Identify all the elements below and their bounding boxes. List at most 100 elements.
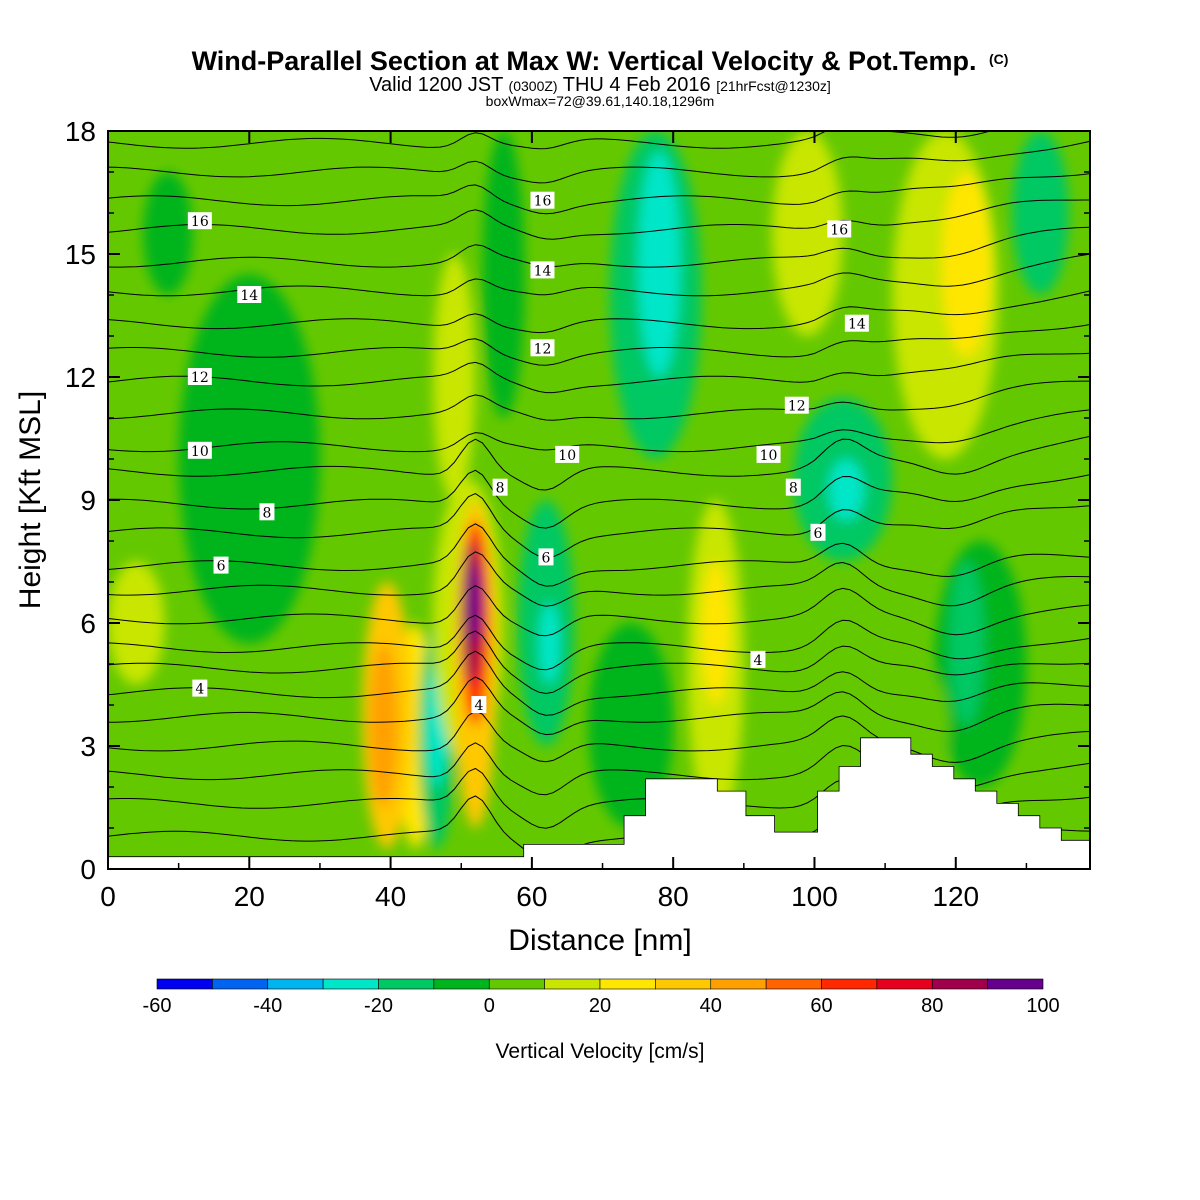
theta-contour xyxy=(108,551,1090,607)
contour-label: 6 xyxy=(810,523,826,542)
chart-subtitle-2: boxWmax=72@39.61,140.18,1296m xyxy=(486,93,715,109)
contour-label-text: 14 xyxy=(848,317,866,333)
x-axis-label: Distance [nm] xyxy=(508,924,691,957)
theta-contour xyxy=(108,140,1090,184)
contour-label: 10 xyxy=(756,445,781,464)
contour-label: 4 xyxy=(192,679,208,698)
contour-label-text: 10 xyxy=(191,444,209,460)
w-cell xyxy=(482,131,525,418)
w-cell xyxy=(369,643,398,808)
contour-label-text: 6 xyxy=(542,550,551,566)
contour-label-text: 6 xyxy=(217,559,226,575)
y-tick-label: 12 xyxy=(65,362,96,393)
contour-label-box xyxy=(187,212,212,230)
x-tick-label: 20 xyxy=(234,881,265,912)
theta-contour xyxy=(108,409,1090,453)
contour-label: 16 xyxy=(187,212,212,230)
contour-label: 4 xyxy=(750,650,766,669)
contour-label-box xyxy=(827,220,852,238)
contour-label-text: 8 xyxy=(789,481,798,497)
contour-label-text: 8 xyxy=(496,481,505,497)
w-cell xyxy=(108,561,165,685)
theta-contour xyxy=(108,523,1090,587)
w-cell xyxy=(143,172,193,295)
contour-label-text: 10 xyxy=(558,448,576,464)
theta-contour xyxy=(108,352,1090,394)
colorbar-swatch xyxy=(212,978,269,990)
chart-title: Wind-Parallel Section at Max W: Vertical… xyxy=(192,46,1009,76)
contour-label-box xyxy=(259,503,275,521)
w-cell xyxy=(637,151,681,377)
contour-label-text: 4 xyxy=(195,682,204,698)
terrain-mask xyxy=(108,737,1090,869)
colorbar-tick-label: 100 xyxy=(1026,995,1059,1017)
contour-label: 14 xyxy=(530,261,555,279)
theta-contour xyxy=(108,173,1090,215)
contour-label: 16 xyxy=(827,220,852,238)
contour-label-text: 6 xyxy=(814,526,823,542)
contour-label-box xyxy=(555,445,580,463)
colorbar-tick-label: -60 xyxy=(143,995,172,1017)
y-tick-label: 0 xyxy=(80,854,96,885)
contour-label-box xyxy=(530,261,555,279)
plot-area xyxy=(108,131,1090,869)
x-axis: 0 20 40 60 80 100 120 xyxy=(100,131,1028,912)
contour-label: 4 xyxy=(471,696,487,714)
contour-label-text: 4 xyxy=(474,698,483,714)
colorbar-swatch xyxy=(710,978,767,990)
potential-temperature-contours xyxy=(108,131,1090,862)
colorbar-swatch xyxy=(599,978,656,990)
colorbar-label: Vertical Velocity [cm/s] xyxy=(496,1040,705,1063)
contour-label: 6 xyxy=(538,548,554,566)
w-cell xyxy=(468,561,483,644)
contour-label: 16 xyxy=(530,191,555,210)
contour-label-text: 14 xyxy=(240,288,258,304)
colorbar-swatch xyxy=(655,978,712,990)
chart-subtitle: Valid 1200 JST (0300Z) THU 4 Feb 2016 [2… xyxy=(369,74,831,96)
colorbar-swatch xyxy=(765,978,822,990)
contour-label-box xyxy=(810,523,826,541)
theta-contour xyxy=(108,131,993,150)
theta-contour xyxy=(108,226,1090,268)
contour-label-text: 12 xyxy=(191,370,209,386)
contour-label: 6 xyxy=(213,556,229,575)
theta-contour xyxy=(108,435,1090,491)
contour-label: 8 xyxy=(785,478,801,497)
colorbar-tick-label: 20 xyxy=(589,995,611,1017)
contour-label-text: 8 xyxy=(262,505,271,521)
contour-label-box xyxy=(187,368,212,385)
contour-label-box xyxy=(492,478,508,496)
terrain xyxy=(108,737,1090,869)
colorbar-tick-label: 0 xyxy=(484,995,495,1017)
contour-label-text: 16 xyxy=(534,194,552,210)
contour-label-box xyxy=(471,696,487,713)
theta-contour xyxy=(108,676,1090,736)
contour-label-box xyxy=(538,548,554,566)
theta-contour xyxy=(108,199,1090,240)
y-tick-label: 18 xyxy=(65,116,96,147)
colorbar-tick-label: 80 xyxy=(921,995,943,1017)
contour-label: 14 xyxy=(237,286,262,304)
contour-label-text: 16 xyxy=(830,222,848,238)
contour-label-box xyxy=(530,191,555,209)
contour-label-text: 14 xyxy=(534,263,552,279)
contour-label-box xyxy=(785,478,801,496)
contour-label: 10 xyxy=(555,445,580,464)
contour-label-box xyxy=(192,679,208,697)
y-tick-label: 9 xyxy=(80,485,96,516)
contour-label-text: 10 xyxy=(760,448,778,464)
colorbar-swatch xyxy=(433,978,490,990)
theta-contour xyxy=(108,650,1090,716)
x-tick-label: 80 xyxy=(658,881,689,912)
y-axis: 0 3 6 9 12 15 18 xyxy=(65,116,1090,885)
colorbar-swatch xyxy=(876,978,933,990)
contour-label-text: 4 xyxy=(753,653,762,669)
w-cell xyxy=(432,254,476,500)
y-tick-label: 3 xyxy=(80,731,96,762)
w-cell xyxy=(828,459,864,521)
x-tick-label: 120 xyxy=(932,881,979,912)
contour-label-box xyxy=(844,314,869,332)
contour-label-text: 16 xyxy=(191,214,209,230)
colorbar-tick-label: 40 xyxy=(700,995,722,1017)
